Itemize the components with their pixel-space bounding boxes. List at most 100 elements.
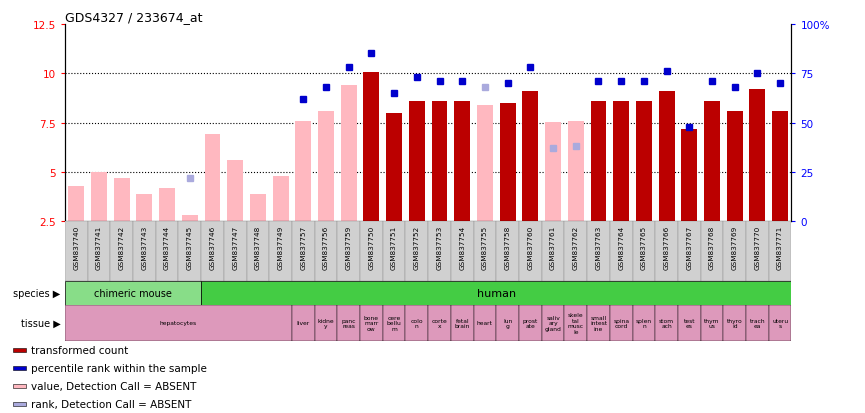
Bar <box>272 176 289 222</box>
Bar <box>769 306 791 341</box>
Bar <box>315 222 337 282</box>
Bar <box>428 306 451 341</box>
Bar <box>704 102 720 222</box>
Bar <box>295 121 311 222</box>
Bar <box>632 222 656 282</box>
Bar <box>409 102 425 222</box>
Text: GSM837747: GSM837747 <box>232 225 238 269</box>
Bar <box>159 188 175 222</box>
Bar <box>567 121 584 222</box>
Bar <box>14 402 27 406</box>
Bar <box>292 222 315 282</box>
Text: human: human <box>477 289 516 299</box>
Bar <box>636 102 652 222</box>
Bar <box>451 306 474 341</box>
Bar <box>14 348 27 352</box>
Bar <box>500 104 516 222</box>
Bar <box>682 129 697 222</box>
Text: GSM837758: GSM837758 <box>504 225 510 269</box>
Text: splen
n: splen n <box>636 318 652 329</box>
Bar <box>250 194 266 222</box>
Text: GSM837750: GSM837750 <box>368 225 375 269</box>
Bar <box>247 222 269 282</box>
Bar <box>454 102 471 222</box>
Text: rank, Detection Call = ABSENT: rank, Detection Call = ABSENT <box>31 399 192 409</box>
Bar <box>337 222 360 282</box>
Bar <box>545 122 561 222</box>
Bar <box>613 102 629 222</box>
Bar <box>87 222 111 282</box>
Bar <box>65 282 202 306</box>
Text: GSM837743: GSM837743 <box>141 225 147 269</box>
Text: GSM837762: GSM837762 <box>573 225 579 269</box>
Bar <box>68 186 84 222</box>
Bar <box>541 306 565 341</box>
Bar <box>386 114 402 222</box>
Bar <box>497 222 519 282</box>
Bar <box>474 306 497 341</box>
Text: GSM837770: GSM837770 <box>754 225 760 269</box>
Text: GSM837754: GSM837754 <box>459 225 465 269</box>
Text: GSM837761: GSM837761 <box>550 225 556 269</box>
Bar <box>772 112 788 222</box>
Bar <box>610 222 632 282</box>
Bar <box>14 366 27 370</box>
Bar <box>363 73 380 222</box>
Bar <box>656 222 678 282</box>
Bar <box>202 222 224 282</box>
Text: small
intest
ine: small intest ine <box>590 315 607 332</box>
Bar <box>337 306 360 341</box>
Bar <box>769 222 791 282</box>
Text: GSM837771: GSM837771 <box>777 225 783 269</box>
Bar <box>14 384 27 388</box>
Bar <box>360 222 382 282</box>
Text: test
es: test es <box>683 318 695 329</box>
Text: panc
reas: panc reas <box>342 318 356 329</box>
Bar <box>723 222 746 282</box>
Bar <box>65 306 292 341</box>
Bar <box>269 222 292 282</box>
Bar <box>519 306 541 341</box>
Text: bone
marr
ow: bone marr ow <box>364 315 379 332</box>
Text: corte
x: corte x <box>432 318 447 329</box>
Bar <box>519 222 541 282</box>
Bar <box>497 306 519 341</box>
Bar <box>383 222 406 282</box>
Text: GSM837751: GSM837751 <box>391 225 397 269</box>
Text: GSM837744: GSM837744 <box>164 225 170 269</box>
Text: tissue ▶: tissue ▶ <box>21 318 61 328</box>
Bar <box>632 306 656 341</box>
Bar <box>701 306 723 341</box>
Text: GSM837763: GSM837763 <box>595 225 601 269</box>
Text: thym
us: thym us <box>704 318 720 329</box>
Bar <box>678 306 701 341</box>
Text: heart: heart <box>477 320 493 326</box>
Bar <box>111 222 133 282</box>
Bar <box>202 282 791 306</box>
Text: skele
tal
musc
le: skele tal musc le <box>567 312 584 335</box>
Text: GSM837766: GSM837766 <box>663 225 670 269</box>
Bar <box>727 112 743 222</box>
Text: uteru
s: uteru s <box>772 318 788 329</box>
Text: trach
ea: trach ea <box>750 318 766 329</box>
Bar <box>292 306 315 341</box>
Text: GSM837746: GSM837746 <box>209 225 215 269</box>
Text: cere
bellu
m: cere bellu m <box>387 315 401 332</box>
Text: GDS4327 / 233674_at: GDS4327 / 233674_at <box>65 11 202 24</box>
Bar <box>133 222 156 282</box>
Text: GSM837745: GSM837745 <box>187 225 193 269</box>
Bar <box>746 222 769 282</box>
Bar <box>656 306 678 341</box>
Bar <box>204 135 221 222</box>
Bar <box>565 306 587 341</box>
Bar <box>587 222 610 282</box>
Text: lun
g: lun g <box>503 318 512 329</box>
Bar <box>383 306 406 341</box>
Text: GSM837756: GSM837756 <box>323 225 329 269</box>
Text: GSM837767: GSM837767 <box>686 225 692 269</box>
Text: prost
ate: prost ate <box>522 318 538 329</box>
Bar <box>406 306 428 341</box>
Text: hepatocytes: hepatocytes <box>160 320 197 326</box>
Text: fetal
brain: fetal brain <box>454 318 470 329</box>
Bar <box>65 222 87 282</box>
